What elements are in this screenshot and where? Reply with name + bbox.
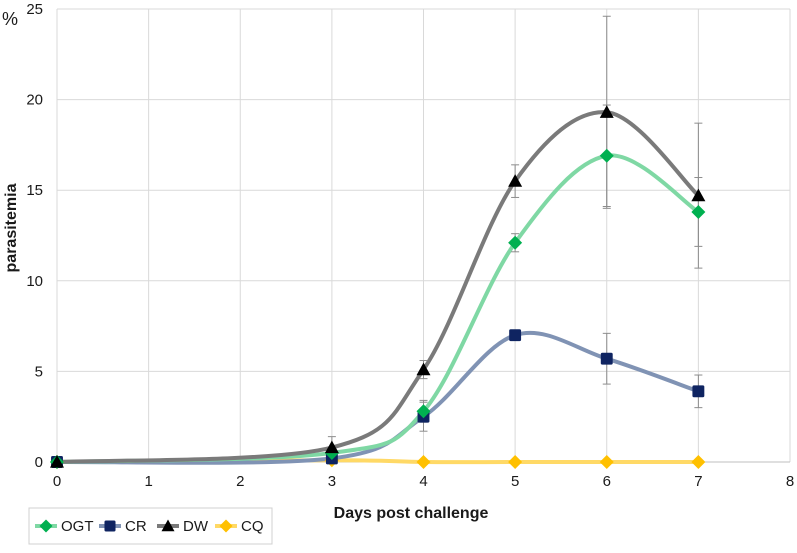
- legend-marker-cr: [104, 520, 116, 532]
- legend-label-dw: DW: [183, 518, 209, 535]
- cq-marker-4: [416, 455, 431, 469]
- cq-marker-7: [691, 455, 706, 469]
- y-tick-label-20: 20: [26, 92, 43, 109]
- dw-marker-4: [416, 362, 431, 376]
- y-unit-label: %: [2, 9, 18, 29]
- x-tick-label-5: 5: [511, 473, 519, 490]
- y-tick-label-10: 10: [26, 273, 43, 290]
- x-axis-title: Days post challenge: [334, 505, 489, 522]
- legend-label-cq: CQ: [241, 518, 264, 535]
- legend-marker-cq: [219, 519, 233, 533]
- series-markers: [50, 105, 706, 469]
- x-tick-label-3: 3: [328, 473, 336, 490]
- legend-marker-ogt: [39, 519, 53, 533]
- ogt-marker-6: [599, 148, 614, 163]
- x-tick-label-4: 4: [419, 473, 427, 490]
- cr-series-line: [55, 330, 701, 465]
- dw-marker-3: [324, 440, 339, 454]
- legend-marker-dw: [161, 519, 175, 532]
- y-tick-label-0: 0: [35, 454, 43, 471]
- tick-labels: 0 5 10 15 20 25 0 1 2 3 4 5 6 7 8: [26, 1, 794, 490]
- x-tick-label-8: 8: [786, 473, 794, 490]
- ogt-marker-5: [508, 235, 523, 250]
- x-tick-label-2: 2: [236, 473, 244, 490]
- cr-marker-7: [692, 385, 705, 398]
- legend: OGT CR DW CQ: [28, 507, 273, 545]
- legend-label-cr: CR: [125, 518, 147, 535]
- dw-marker-5: [508, 174, 523, 187]
- grid-lines: [56, 8, 791, 462]
- ogt-marker-7: [691, 204, 706, 219]
- y-tick-label-25: 25: [26, 1, 43, 18]
- cr-marker-5: [509, 329, 522, 342]
- x-tick-label-0: 0: [53, 473, 61, 490]
- legend-label-ogt: OGT: [61, 518, 94, 535]
- y-axis-title: parasitemia: [3, 183, 20, 272]
- y-tick-label-15: 15: [26, 182, 43, 199]
- dw-marker-6: [599, 105, 614, 118]
- ogt-marker-4: [416, 404, 431, 419]
- dw-series-line: [55, 110, 701, 464]
- series-lines: [55, 110, 701, 465]
- dw-marker-7: [691, 188, 706, 202]
- ogt-series-line: [55, 153, 701, 464]
- cr-marker-6: [600, 352, 613, 365]
- cq-marker-5: [508, 455, 523, 469]
- x-tick-label-7: 7: [694, 473, 702, 490]
- dw-marker-0: [50, 455, 64, 468]
- x-tick-label-6: 6: [603, 473, 611, 490]
- cq-marker-6: [599, 455, 614, 469]
- y-tick-label-5: 5: [35, 363, 43, 380]
- x-tick-label-1: 1: [144, 473, 152, 490]
